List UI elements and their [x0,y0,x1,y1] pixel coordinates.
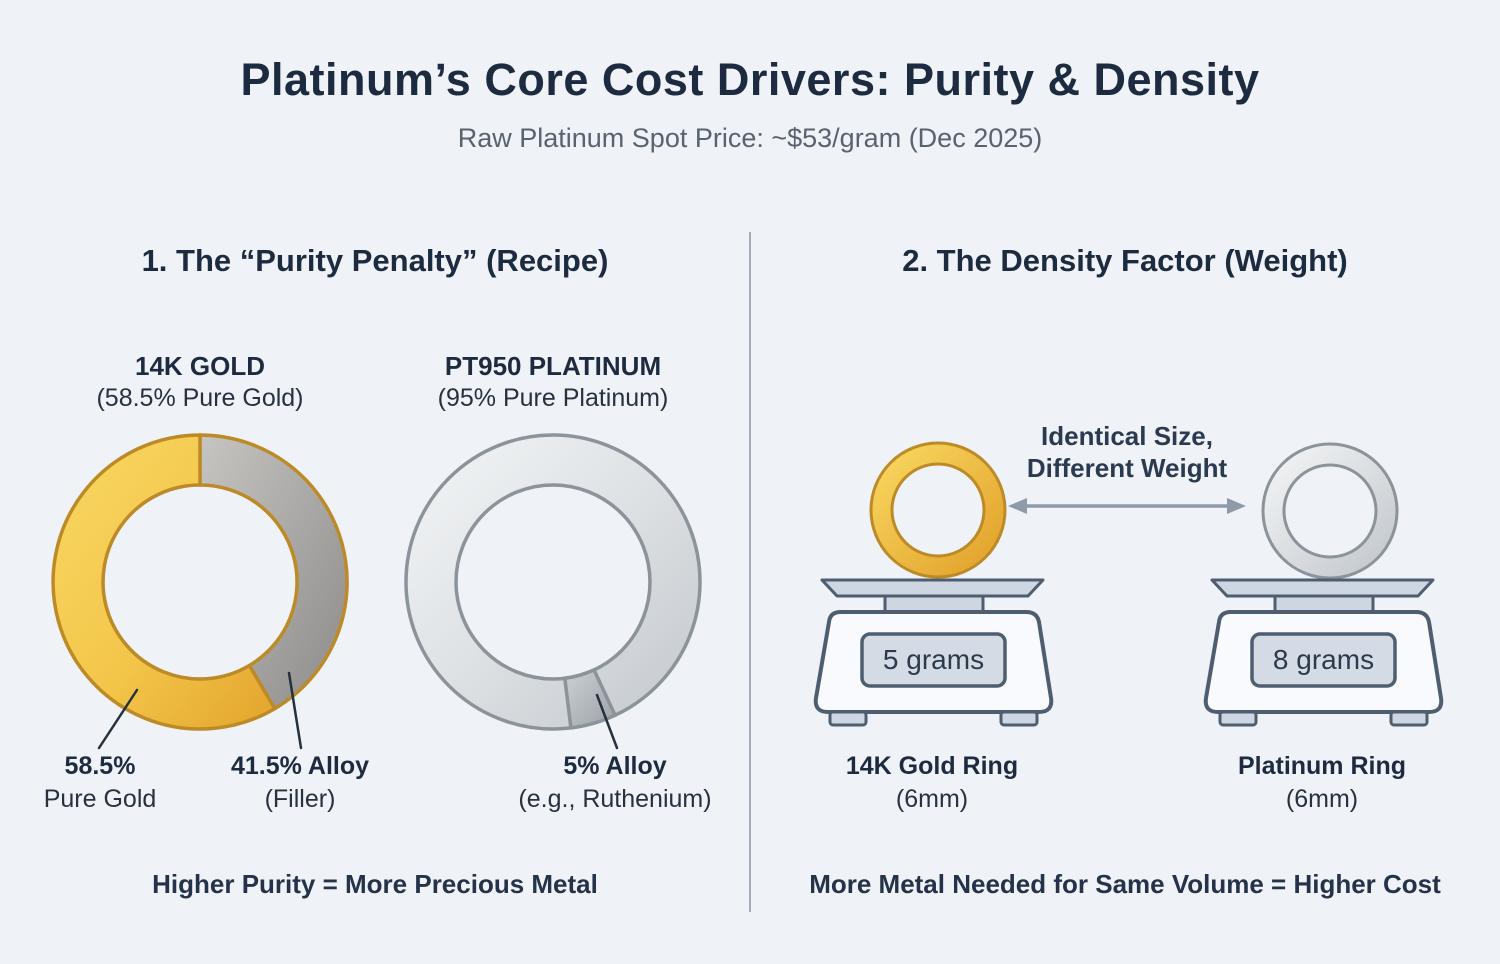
gold-ring-icon [869,441,1007,579]
gold-scale-readout: 5 grams [882,644,985,675]
gold-ring-label: 14K Gold Ring (6mm) [812,750,1052,816]
platinum-alloy-leader-line [595,693,619,750]
platinum-ring-label: Platinum Ring (6mm) [1202,750,1442,816]
platinum-alloy-callout-value: 5% Alloy [563,752,667,780]
gold-ring-label-name: 14K Gold Ring [845,752,1019,780]
pure-gold-callout: 58.5% Pure Gold [20,750,180,816]
gold-column-name: 14K GOLD [134,351,266,381]
page-title: Platinum’s Core Cost Drivers: Purity & D… [240,54,1260,105]
pure-gold-leader-line [97,688,139,750]
gold-scale [813,578,1054,727]
platinum-ring-icon [1261,442,1399,580]
gold-column-purity: (58.5% Pure Gold) [96,384,304,412]
section-divider [749,232,751,912]
gold-donut-gold-slice [51,433,277,731]
purity-donut-charts [51,433,702,750]
platinum-ring-label-size: (6mm) [1285,785,1359,813]
platinum-scale [1203,578,1444,727]
density-comparison-graphic [813,441,1444,727]
size-comparison-arrow [1008,498,1246,514]
gold-alloy-callout-caption: (Filler) [264,785,336,813]
purity-takeaway-note: Higher Purity = More Precious Metal [152,869,598,899]
gold-alloy-leader-line [287,671,303,750]
gold-donut [51,433,349,731]
annotation-line1: Identical Size, [1041,421,1213,451]
page-subtitle: Raw Platinum Spot Price: ~$53/gram (Dec … [457,123,1043,153]
gold-alloy-callout-value: 41.5% Alloy [230,752,370,780]
callout-leader-lines [97,671,619,750]
purity-section-heading: 1. The “Purity Penalty” (Recipe) [141,243,609,278]
gold-column-header: 14K GOLD (58.5% Pure Gold) [60,350,340,414]
gold-ring-label-size: (6mm) [895,785,969,813]
density-section-heading: 2. The Density Factor (Weight) [902,243,1348,278]
pure-gold-callout-value: 58.5% [64,752,136,780]
platinum-column-header: PT950 PLATINUM (95% Pure Platinum) [413,350,693,414]
platinum-column-name: PT950 PLATINUM [444,351,662,381]
platinum-donut-alloy-slice [563,668,617,730]
platinum-scale-display [1250,632,1397,688]
platinum-donut-band [404,433,702,731]
annotation-line2: Different Weight [1026,453,1228,483]
platinum-alloy-callout-caption: (e.g., Ruthenium) [518,785,712,813]
gold-scale-display [860,632,1007,688]
platinum-scale-readout: 8 grams [1272,644,1375,675]
platinum-ring-label-name: Platinum Ring [1237,752,1407,780]
platinum-donut [404,433,702,731]
identical-size-annotation: Identical Size, Different Weight [1007,420,1247,484]
platinum-column-purity: (95% Pure Platinum) [437,384,669,412]
density-takeaway-note: More Metal Needed for Same Volume = High… [809,869,1441,899]
platinum-alloy-callout: 5% Alloy (e.g., Ruthenium) [485,750,745,816]
gold-donut-alloy-slice [198,433,349,711]
pure-gold-callout-caption: Pure Gold [43,785,157,813]
gold-alloy-callout: 41.5% Alloy (Filler) [210,750,390,816]
